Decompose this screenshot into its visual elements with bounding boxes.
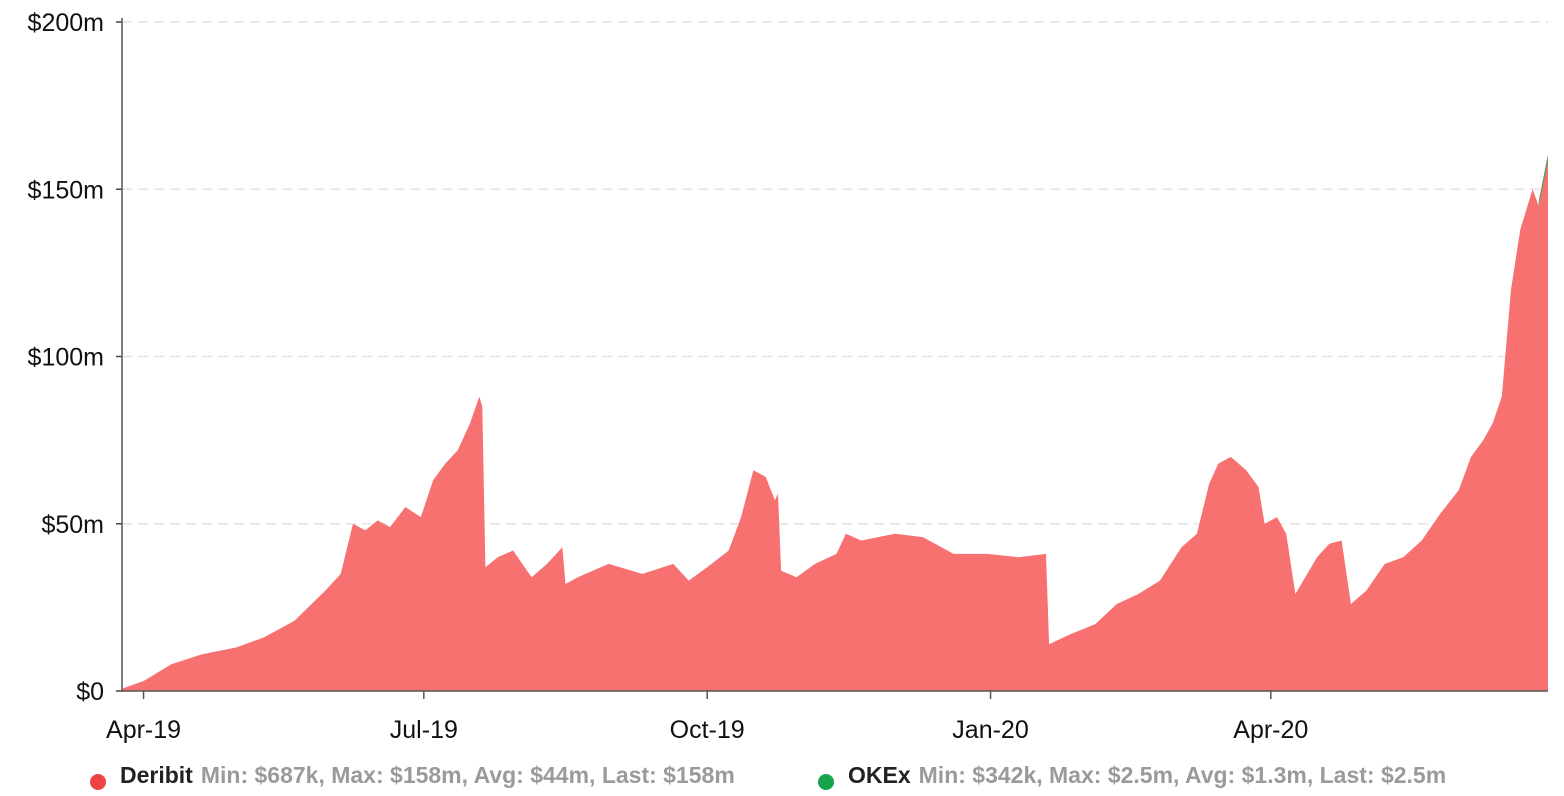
- gridlines: [122, 21, 1548, 525]
- legend-series-name: OKEx: [848, 762, 911, 788]
- x-tick-label: Apr-19: [106, 716, 181, 744]
- y-tick-label: $0: [76, 678, 104, 706]
- legend-marker-okex: [818, 774, 834, 790]
- x-tick-label: Jul-19: [390, 716, 458, 744]
- legend-series-stats: Min: $687k, Max: $158m, Avg: $44m, Last:…: [200, 762, 735, 788]
- legend-series-stats: Min: $342k, Max: $2.5m, Avg: $1.3m, Last…: [918, 762, 1447, 788]
- legend-series-name: Deribit: [120, 762, 193, 788]
- x-tick-label: Jan-20: [952, 716, 1028, 744]
- y-tick-label: $150m: [28, 176, 104, 204]
- y-tick-label: $200m: [28, 9, 104, 37]
- y-tick-label: $100m: [28, 344, 104, 372]
- area-deribit: [122, 162, 1548, 691]
- x-tick-label: Apr-20: [1233, 716, 1308, 744]
- axes: [116, 18, 1548, 699]
- tick-labels: $0 $50m $100m $150m $200m Apr-19 Jul-19 Oct-19 J…: [28, 9, 1309, 744]
- y-tick-label: $50m: [41, 511, 104, 539]
- legend-marker-deribit: [90, 774, 106, 790]
- series-areas: [122, 154, 1548, 692]
- x-tick-label: Oct-19: [670, 716, 745, 744]
